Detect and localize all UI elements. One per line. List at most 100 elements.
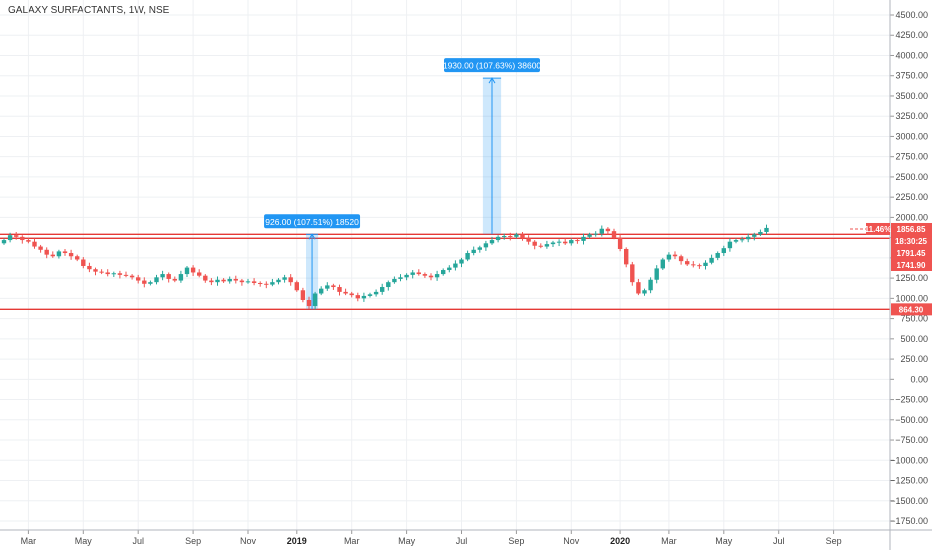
candle-body [270,282,275,285]
measure-tools[interactable]: 926.00 (107.51%) 18520 1930.00 (107.63%) … [264,58,541,310]
candle-body [325,285,330,289]
measure-label-bg [444,58,540,73]
x-tick-label: Mar [21,536,37,546]
y-tick-label: 3750.00 [895,71,928,81]
x-tick-label: Jul [132,536,144,546]
candle-body [32,241,37,247]
candle-body [660,259,665,269]
price-badge: 1856.85 [897,225,926,234]
candle-body [111,273,116,275]
candle-body [587,234,592,237]
candle-body [465,253,470,260]
price-badges: 11.46% 1856.85 18:30:25 1791.45 1741.90 864.3… [850,222,932,316]
price-axis[interactable]: 4500.00 4250.00 4000.00 3750.00 3500.00 3250.… [889,0,928,550]
x-tick-label: Mar [344,536,360,546]
candle-body [172,278,177,281]
candle-body [20,236,25,241]
candles [1,224,769,310]
candle-body [617,237,623,249]
candle-body [398,277,403,279]
x-tick-label: Sep [508,536,524,546]
candle-body [550,242,556,245]
candle-body [453,263,458,268]
candle-body [197,272,202,276]
y-tick-label: 3000.00 [895,131,928,141]
candle-body [636,282,641,294]
candle-body [251,281,257,283]
candle-body [1,240,7,244]
candle-body [380,287,385,292]
candle-body [489,240,495,244]
y-tick-label: 4000.00 [895,50,928,60]
candle-body [508,236,513,238]
candle-body [184,267,190,275]
candle-body [209,280,214,283]
candle-body [62,251,68,254]
candle-body [221,279,226,282]
x-tick-label: Sep [826,536,842,546]
candle-body [306,299,312,307]
y-tick-label: 2000.00 [895,212,928,222]
candle-body [654,268,659,280]
candle-body [721,248,726,254]
y-tick-label: 1000.00 [895,293,928,303]
candle-body [624,248,629,265]
x-tick-label: 2020 [610,536,630,546]
candle-body [392,278,397,283]
candle-body [410,272,415,275]
candle-body [227,278,232,282]
candle-body [599,228,604,234]
y-tick-label: 2500.00 [895,172,928,182]
candle-body [709,257,714,263]
price-badge: 18:30:25 [895,237,928,246]
y-tick-label: 1250.00 [895,273,928,283]
candle-body [312,293,318,307]
candle-body [459,259,464,264]
candle-body [434,274,440,278]
price-badge-bg [891,303,932,316]
candle-body [117,273,123,275]
candle-body [611,231,617,238]
y-tick-label: 4500.00 [895,10,928,20]
candle-body [416,272,421,275]
candle-body [648,279,653,291]
candle-body [142,280,147,284]
candle-body [544,244,550,247]
x-tick-label: Nov [563,536,580,546]
candle-body [160,274,165,278]
candle-body [447,267,452,271]
candle-body [233,278,238,281]
candle-body [93,269,98,272]
candle-body [288,277,293,283]
candle-body [245,281,251,283]
candle-body [666,254,672,260]
candle-body [349,293,354,296]
candle-body [331,285,336,288]
candle-body [678,256,684,262]
candle-body [203,275,208,281]
candle-body [87,265,92,270]
candle-body [471,249,476,254]
candle-body [123,274,129,276]
candle-body [14,235,19,237]
change-badge: 11.46% [865,225,892,234]
x-tick-label: Nov [240,536,257,546]
candle-body [178,274,184,281]
candle-body [300,290,306,300]
candle-body [764,227,769,232]
candle-body [136,277,141,281]
time-axis[interactable]: Mar May Jul Sep Nov 2019 Mar May Jul Sep Nov 2020 Ma… [0,529,932,546]
price-badge-bg [891,258,932,271]
candle-body [50,254,55,257]
candle-body [739,239,745,241]
x-tick-label: Mar [661,536,677,546]
x-tick-label: May [75,536,93,546]
candle-body [575,240,580,242]
y-tick-label: −1750.00 [890,516,928,526]
candle-body [361,295,367,299]
y-tick-label: 500.00 [900,334,928,344]
symbol-title: GALAXY SURFACTANTS, 1W, NSE [8,5,170,16]
y-tick-label: −1250.00 [890,476,928,486]
candle-body [386,282,391,288]
